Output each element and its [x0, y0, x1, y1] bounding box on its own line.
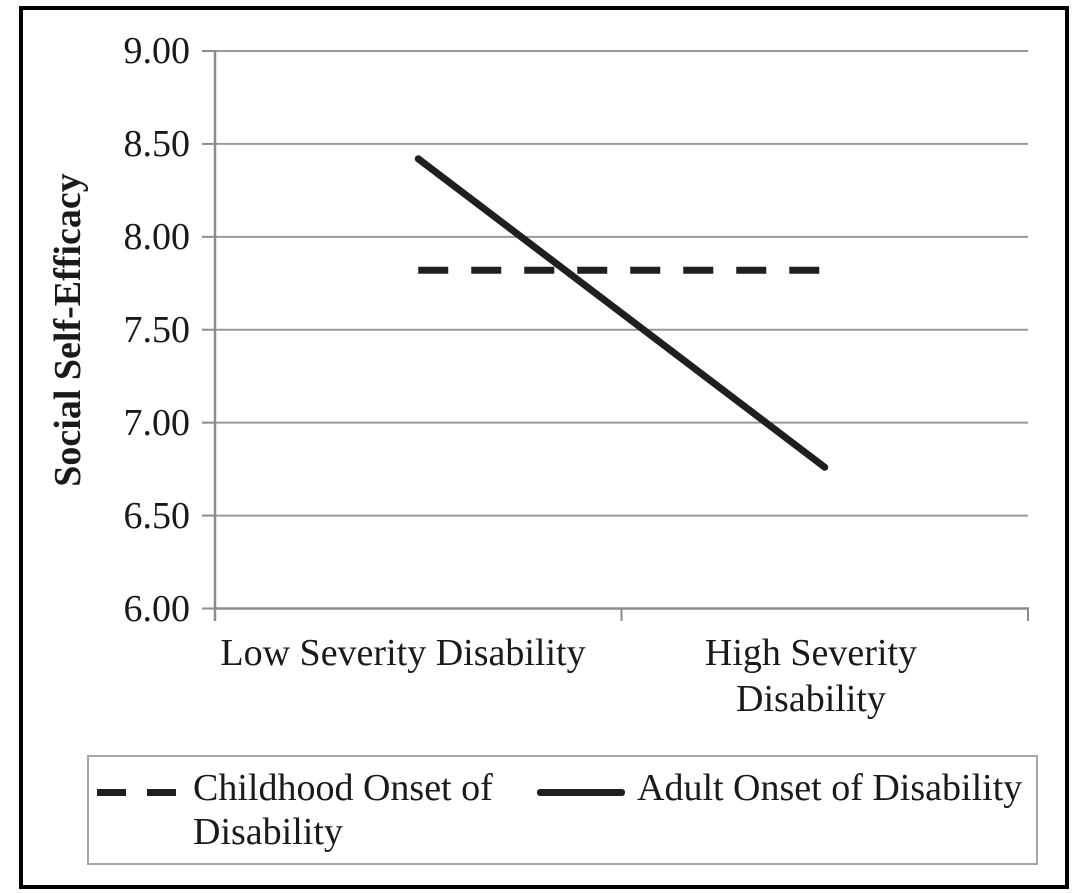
- y-tick-label: 6.50: [123, 494, 191, 537]
- x-category-label-low-severity: Low Severity Disability: [220, 632, 586, 674]
- x-category-label-high-severity: High Severity Disability: [704, 632, 918, 720]
- y-tick-label: 6.00: [123, 587, 191, 630]
- dash-segment: [147, 789, 176, 796]
- dash-segment: [97, 789, 126, 796]
- y-tick-label: 9.00: [123, 30, 191, 72]
- legend-label-childhood-onset: Childhood Onset of Disability: [193, 767, 493, 853]
- legend-label-adult-onset: Adult Onset of Disability: [637, 767, 1023, 809]
- y-tick-label: 8.50: [123, 122, 191, 165]
- legend-solid-line-sample: [537, 789, 625, 796]
- y-axis-title: Social Self-Efficacy: [47, 173, 89, 487]
- y-tick-label: 7.00: [123, 401, 191, 444]
- y-tick-label: 7.50: [123, 308, 191, 351]
- y-tick-label: 8.00: [123, 215, 191, 258]
- figure-border: [19, 6, 1069, 889]
- legend-box: Childhood Onset of Disability Adult Onse…: [87, 755, 1038, 865]
- series-line-adult-onset-of-disability: [414, 155, 829, 471]
- legend-dashed-line-sample: [97, 789, 176, 796]
